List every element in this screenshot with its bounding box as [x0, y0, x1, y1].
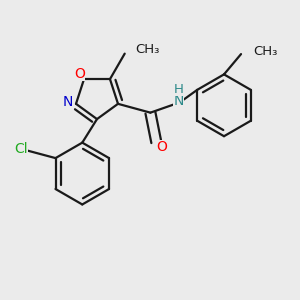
Text: CH₃: CH₃: [135, 43, 159, 56]
Text: CH₃: CH₃: [254, 45, 278, 58]
Text: N: N: [63, 95, 73, 110]
Text: H: H: [173, 83, 183, 97]
Text: O: O: [74, 67, 85, 81]
Text: N: N: [173, 94, 184, 108]
Text: O: O: [157, 140, 168, 154]
Text: Cl: Cl: [14, 142, 28, 156]
